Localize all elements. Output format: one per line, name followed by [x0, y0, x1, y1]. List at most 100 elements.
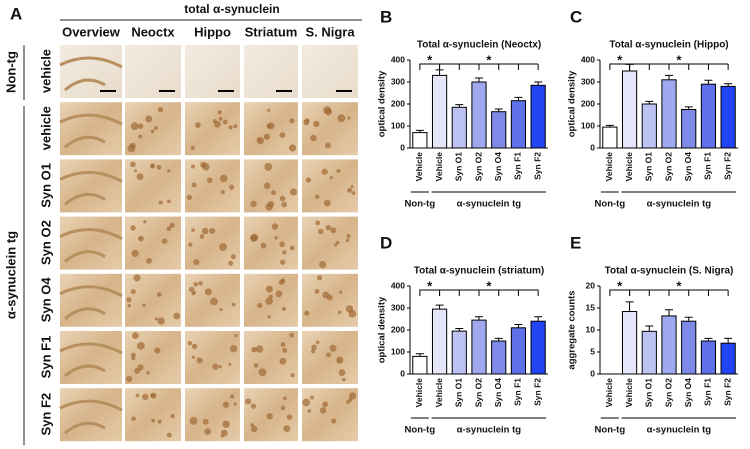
cell — [222, 119, 228, 125]
error-bar — [665, 309, 673, 316]
bar — [530, 84, 546, 149]
bar — [681, 109, 697, 149]
cell — [130, 225, 136, 231]
micrograph — [244, 216, 298, 270]
cell — [150, 163, 155, 169]
error-bar — [534, 316, 543, 322]
cell — [210, 297, 218, 306]
cell — [250, 200, 257, 208]
cell — [219, 308, 223, 312]
cell — [286, 414, 293, 420]
micrograph — [302, 216, 358, 270]
bar — [510, 327, 527, 375]
error-bar — [605, 124, 614, 128]
cell — [134, 169, 138, 173]
x-tick-label: Vehicle — [624, 152, 634, 182]
bar — [641, 103, 657, 149]
micrograph — [244, 45, 298, 98]
cell — [309, 395, 314, 400]
micrograph — [125, 273, 181, 327]
x-tick-label: Syn F2 — [722, 378, 732, 406]
cell — [186, 194, 193, 201]
bar — [720, 342, 736, 375]
error-bar — [475, 316, 483, 321]
y-tick-label: 100 — [391, 346, 405, 356]
bar — [621, 311, 638, 375]
group-label: Non-tg — [595, 199, 626, 210]
cell — [281, 306, 286, 311]
cell — [289, 118, 295, 124]
cell — [329, 344, 337, 352]
cell — [315, 340, 320, 345]
cell — [347, 187, 353, 193]
x-tick-label: Syn F2 — [722, 152, 732, 180]
cell — [195, 122, 201, 128]
group-label: α-synuclein tg — [3, 231, 18, 319]
cell — [304, 310, 310, 316]
cell — [143, 220, 147, 224]
cell — [191, 228, 195, 232]
cell — [258, 368, 267, 377]
group-label: Non-tg — [3, 51, 18, 93]
brain-section — [59, 342, 123, 378]
chart-title: Total α-synuclein (S. Nigra) — [605, 266, 734, 277]
cell — [263, 133, 271, 140]
cell — [325, 108, 332, 116]
cell — [229, 344, 238, 353]
cell — [271, 223, 279, 230]
significance-bracket — [629, 289, 729, 296]
cell — [219, 243, 227, 251]
y-tick-label: 0 — [400, 368, 405, 378]
cell — [349, 392, 357, 400]
error-bar — [704, 337, 713, 341]
cell — [187, 340, 193, 346]
cell — [188, 242, 193, 247]
cell — [282, 250, 287, 255]
cell — [268, 294, 273, 299]
x-tick-label: Vehicle — [604, 378, 614, 408]
cell — [311, 344, 317, 351]
cell — [158, 200, 163, 205]
cell — [222, 420, 230, 428]
row-label: Syn O2 — [38, 220, 53, 265]
cell — [142, 393, 149, 401]
cell — [282, 396, 287, 401]
error-bar — [435, 69, 444, 76]
cell — [200, 161, 207, 168]
brain-section — [59, 399, 123, 435]
cell — [322, 291, 330, 299]
cell — [289, 245, 295, 251]
row-label: Syn O1 — [38, 163, 53, 208]
error-bar — [455, 104, 464, 108]
group-label: α-synuclein tg — [647, 199, 712, 210]
error-bar — [534, 81, 543, 86]
cell — [337, 360, 341, 364]
cell — [193, 282, 199, 287]
micrograph — [60, 273, 122, 327]
x-tick-label: Syn F2 — [532, 152, 542, 180]
cell — [206, 177, 213, 184]
cell — [316, 275, 323, 281]
cell — [209, 227, 216, 235]
cell — [146, 257, 152, 264]
panel-letter: E — [570, 233, 581, 252]
bar — [471, 81, 487, 149]
bar — [700, 83, 717, 149]
y-tick-label: 0 — [590, 368, 595, 378]
bar — [661, 315, 677, 375]
error-bar — [514, 324, 523, 328]
cell — [303, 119, 310, 126]
panel-letter: A — [10, 4, 22, 23]
cell — [161, 238, 168, 245]
cell — [218, 116, 223, 121]
cell — [279, 132, 286, 138]
cell — [136, 173, 144, 181]
error-bar — [625, 301, 634, 312]
y-tick-label: 300 — [391, 302, 405, 312]
significance-mark: * — [676, 278, 682, 293]
y-tick-label: 0 — [590, 142, 595, 152]
cell — [137, 364, 144, 371]
cell — [170, 413, 175, 419]
cell — [264, 162, 273, 171]
significance-mark: * — [617, 52, 623, 67]
